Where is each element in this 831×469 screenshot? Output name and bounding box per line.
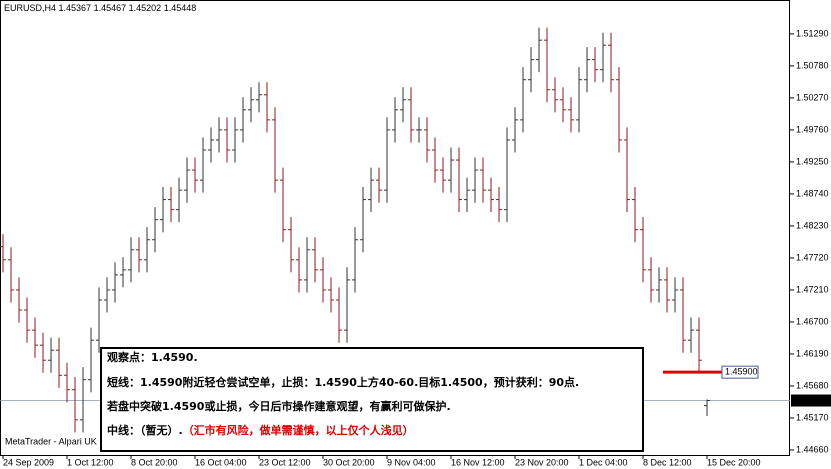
y-tick-label: 1.47210 [796, 284, 829, 294]
price-label-box [791, 394, 831, 407]
y-tick-label: 1.47720 [796, 252, 829, 262]
watermark: MetaTrader - Alpari UK [5, 436, 97, 446]
x-tick-label: 16 Nov 12:00 [451, 457, 505, 467]
x-tick-label: 1 Dec 04:00 [579, 457, 628, 467]
y-tick-label: 1.50270 [796, 92, 829, 102]
x-tick-label: 1 Oct 12:00 [67, 457, 114, 467]
y-tick-label: 1.44660 [796, 444, 829, 454]
annotation-line: 短线：1.4590附近轻仓尝试空单，止损：1.4590上方40-60.目标1.4… [107, 375, 579, 389]
x-tick-label: 16 Oct 04:00 [195, 457, 247, 467]
y-tick-label: 1.48230 [796, 220, 829, 230]
x-tick-label: 8 Oct 20:00 [131, 457, 178, 467]
symbol: EURUSD,H4 [4, 3, 56, 13]
x-tick-label: 15 Dec 20:00 [707, 457, 761, 467]
last-high: 1.45467 [94, 3, 127, 13]
annotation-line: 若盘中突破1.4590或止损，今日后市操作建意观望，有赢利可做保护. [107, 399, 451, 413]
last-close: 1.45448 [164, 3, 197, 13]
y-tick-label: 1.45170 [796, 412, 829, 422]
x-tick-label: 30 Oct 20:00 [323, 457, 375, 467]
y-tick-label: 1.50780 [796, 60, 829, 70]
annotation-warning: （汇市有风险，做单需谨慎，以上仅个人浅见） [183, 423, 414, 437]
last-low: 1.45202 [129, 3, 162, 13]
y-tick-label: 1.51290 [796, 28, 829, 38]
annotation-text: 中线：（暂无）. [107, 423, 183, 437]
x-tick-label: 23 Oct 12:00 [259, 457, 311, 467]
y-tick-label: 1.45680 [796, 380, 829, 390]
last-open: 1.45367 [59, 3, 92, 13]
annotation-frame [100, 347, 644, 452]
y-tick-label: 1.46190 [796, 348, 829, 358]
y-tick-label: 1.46700 [796, 316, 829, 326]
x-tick-label: 8 Dec 12:00 [643, 457, 692, 467]
annotation-line: 观察点：1.4590. [107, 350, 198, 364]
level-label-box [721, 365, 759, 379]
chart-header: EURUSD,H4 1.45367 1.45467 1.45202 1.4544… [4, 3, 196, 13]
price-label: 1.45448 [794, 395, 827, 405]
y-tick-label: 1.48740 [796, 188, 829, 198]
level-label: 1.45900 [725, 367, 758, 377]
x-tick-label: 9 Nov 04:00 [387, 457, 436, 467]
y-tick-label: 1.49760 [796, 124, 829, 134]
annotation-line: 中线：（暂无）.（汇市有风险，做单需谨慎，以上仅个人浅见） [107, 423, 414, 437]
x-tick-label: 23 Nov 20:00 [515, 457, 569, 467]
x-tick-label: 24 Sep 2009 [3, 457, 54, 467]
y-tick-label: 1.49250 [796, 156, 829, 166]
annotation-box: 观察点：1.4590. 短线：1.4590附近轻仓尝试空单，止损：1.4590上… [100, 347, 644, 452]
